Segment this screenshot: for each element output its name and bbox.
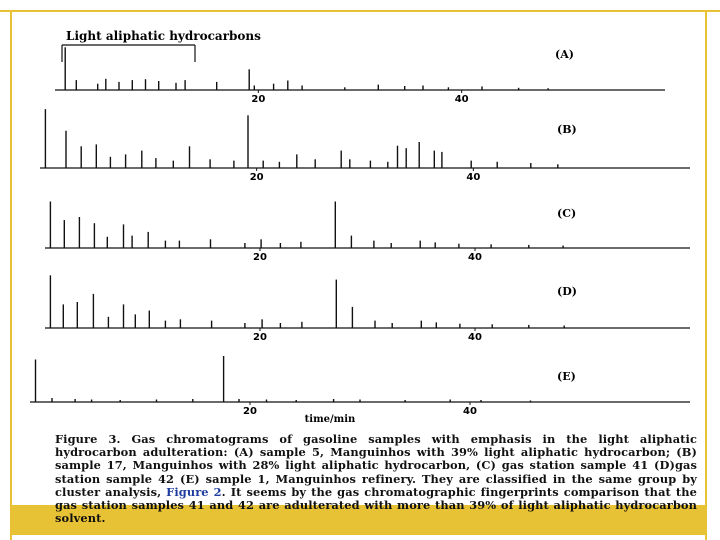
tick-label: 20 bbox=[251, 94, 265, 105]
tick-label: 40 bbox=[463, 406, 477, 417]
chromatogram-panel-e: 20 40 (E) bbox=[30, 356, 690, 417]
panel-label: (A) bbox=[555, 48, 574, 61]
panel-label: (B) bbox=[557, 123, 577, 136]
slide-bottom-band bbox=[12, 505, 705, 535]
panel-label: (E) bbox=[557, 370, 576, 383]
x-axis-label: time/min bbox=[305, 414, 356, 425]
tick-label: 40 bbox=[455, 94, 469, 105]
caption-text-a: Gas chromatograms of gasoline samples wi… bbox=[55, 432, 697, 499]
tick-label: 20 bbox=[243, 406, 257, 417]
tick-label: 20 bbox=[250, 172, 264, 183]
chromatogram-panel-d: 20 40 (D) bbox=[45, 275, 690, 343]
caption-text-b: . It seems by the gas chromatographic fi… bbox=[55, 484, 697, 526]
caption-figure-label: Figure 3. bbox=[55, 432, 121, 446]
tick-label: 40 bbox=[466, 172, 480, 183]
chromatogram-panel-a: 20 40 (A) bbox=[55, 47, 665, 105]
tick-label: 40 bbox=[468, 332, 482, 343]
chromatogram-panels: 20 40 (A) 20 40 (B) 20 40 (C) 20 40 (D) 20 40 (E) bbox=[30, 47, 690, 417]
tick-label: 40 bbox=[468, 252, 482, 263]
figure-caption: Figure 3. Gas chromatograms of gasoline … bbox=[55, 432, 697, 526]
tick-label: 20 bbox=[253, 332, 267, 343]
light-hydrocarbons-annotation: Light aliphatic hydrocarbons bbox=[61, 29, 261, 62]
chromatogram-panel-c: 20 40 (C) bbox=[45, 201, 690, 263]
chromatogram-panel-b: 20 40 (B) bbox=[40, 109, 690, 183]
caption-figure-reference[interactable]: Figure 2 bbox=[166, 484, 222, 499]
slide-border-top bbox=[0, 10, 720, 12]
panel-label: (D) bbox=[557, 285, 577, 298]
slide-border-right bbox=[705, 10, 707, 540]
panel-label: (C) bbox=[557, 207, 576, 220]
annotation-label: Light aliphatic hydrocarbons bbox=[66, 29, 261, 43]
slide-border-left bbox=[10, 10, 12, 540]
tick-label: 20 bbox=[253, 252, 267, 263]
